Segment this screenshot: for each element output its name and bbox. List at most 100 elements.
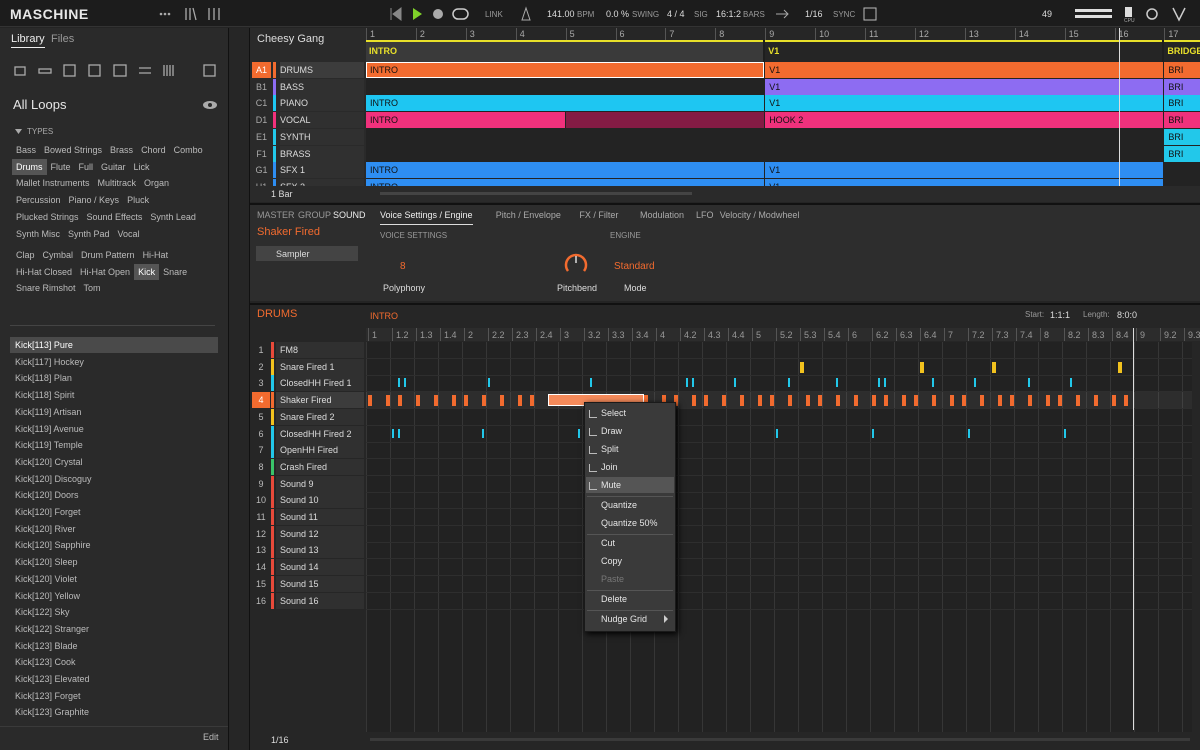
note[interactable] bbox=[482, 395, 486, 406]
note[interactable] bbox=[500, 395, 504, 406]
sound-name[interactable]: Snare Fired 2 bbox=[276, 409, 364, 425]
edit-button[interactable]: Edit bbox=[203, 732, 219, 742]
sound-name[interactable]: Sound 15 bbox=[276, 576, 364, 592]
type-tag[interactable]: Hi-Hat bbox=[139, 247, 173, 264]
note[interactable] bbox=[518, 395, 522, 406]
library-tab[interactable]: Files bbox=[51, 33, 74, 45]
note[interactable] bbox=[1046, 395, 1050, 406]
type-tag[interactable]: Bass bbox=[12, 142, 40, 159]
note[interactable] bbox=[914, 395, 918, 406]
pattern-scrollbar[interactable] bbox=[370, 738, 1190, 741]
type-tag[interactable]: Pluck bbox=[123, 192, 153, 209]
note[interactable] bbox=[1076, 395, 1080, 406]
menu-item[interactable]: Join bbox=[586, 459, 674, 475]
note[interactable] bbox=[404, 378, 406, 387]
type-tag[interactable]: Bowed Strings bbox=[40, 142, 106, 159]
sync-label[interactable]: SYNC bbox=[833, 10, 855, 19]
type-tag[interactable]: Flute bbox=[47, 159, 75, 176]
result-item[interactable]: Kick[119] Artisan bbox=[10, 404, 218, 420]
note[interactable] bbox=[788, 395, 792, 406]
type-tag[interactable]: Brass bbox=[106, 142, 137, 159]
type-tag[interactable]: Synth Misc bbox=[12, 226, 64, 243]
note[interactable] bbox=[1010, 395, 1014, 406]
clip[interactable]: V1 bbox=[765, 79, 1163, 95]
note[interactable] bbox=[902, 395, 906, 406]
sound-tab[interactable]: GROUP bbox=[298, 210, 331, 220]
type-tag[interactable]: Piano / Keys bbox=[65, 192, 124, 209]
result-item[interactable]: Kick[120] Doors bbox=[10, 487, 218, 503]
note[interactable] bbox=[920, 362, 924, 373]
group-id[interactable]: B1 bbox=[252, 79, 271, 95]
pattern-grid-setting[interactable]: 1/16 bbox=[271, 735, 289, 745]
group-name[interactable]: SFX 2 bbox=[280, 179, 364, 186]
group-id[interactable]: H1 bbox=[252, 179, 271, 186]
result-item[interactable]: Kick[122] Sky bbox=[10, 604, 218, 620]
group-name[interactable]: VOCAL bbox=[280, 112, 364, 128]
note[interactable] bbox=[398, 395, 402, 406]
sound-index[interactable]: 1 bbox=[252, 342, 270, 358]
sound-index[interactable]: 14 bbox=[252, 559, 270, 575]
note[interactable] bbox=[1070, 378, 1072, 387]
sound-index[interactable]: 9 bbox=[252, 476, 270, 492]
page-tab[interactable]: Modulation bbox=[640, 210, 684, 220]
sound-name[interactable]: ClosedHH Fired 2 bbox=[276, 426, 364, 442]
note[interactable] bbox=[854, 395, 858, 406]
group-name[interactable]: DRUMS bbox=[280, 62, 364, 78]
clip[interactable]: V1 bbox=[765, 62, 1163, 78]
group-name[interactable]: SFX 1 bbox=[280, 162, 364, 178]
note[interactable] bbox=[968, 429, 970, 438]
note[interactable] bbox=[482, 429, 484, 438]
menu-item[interactable]: Draw bbox=[586, 423, 674, 439]
clip[interactable]: V1 bbox=[765, 95, 1163, 111]
project-name[interactable]: Cheesy Gang bbox=[257, 33, 324, 45]
type-tag[interactable]: Tom bbox=[80, 280, 105, 297]
note[interactable] bbox=[398, 429, 400, 438]
search-field[interactable] bbox=[10, 309, 215, 326]
clip[interactable]: INTRO bbox=[366, 62, 764, 78]
type-tag[interactable]: Organ bbox=[140, 175, 173, 192]
note[interactable] bbox=[416, 395, 420, 406]
group-name[interactable]: SYNTH bbox=[280, 129, 364, 145]
note[interactable] bbox=[1118, 362, 1122, 373]
page-tab[interactable]: LFO bbox=[696, 210, 714, 220]
result-item[interactable]: Kick[123] Blade bbox=[10, 638, 218, 654]
type-tag[interactable]: Snare bbox=[159, 264, 191, 281]
note[interactable] bbox=[932, 395, 936, 406]
sound-index[interactable]: 12 bbox=[252, 526, 270, 542]
note[interactable] bbox=[434, 395, 438, 406]
type-tag[interactable]: Vocal bbox=[114, 226, 144, 243]
note[interactable] bbox=[992, 362, 996, 373]
menu-item[interactable]: Delete bbox=[586, 591, 674, 607]
section[interactable]: INTRO bbox=[366, 40, 763, 62]
note[interactable] bbox=[740, 395, 744, 406]
type-tag[interactable]: Synth Pad bbox=[64, 226, 114, 243]
note[interactable] bbox=[368, 395, 372, 406]
note[interactable] bbox=[1124, 395, 1128, 406]
result-item[interactable]: Kick[120] Discoguy bbox=[10, 471, 218, 487]
result-item[interactable]: Kick[118] Plan bbox=[10, 370, 218, 386]
arranger-zoom[interactable]: 1 Bar bbox=[271, 189, 293, 199]
result-item[interactable]: Kick[117] Hockey bbox=[10, 354, 218, 370]
grid[interactable]: 1/16 bbox=[805, 9, 823, 19]
result-item[interactable]: Kick[120] River bbox=[10, 521, 218, 537]
note[interactable] bbox=[788, 378, 790, 387]
note[interactable] bbox=[686, 378, 688, 387]
page-tab[interactable]: Pitch / Envelope bbox=[496, 210, 561, 220]
type-tag[interactable]: Clap bbox=[12, 247, 39, 264]
clip[interactable]: V1 bbox=[765, 162, 1163, 178]
sound-index[interactable]: 7 bbox=[252, 442, 270, 458]
clip[interactable]: V1 bbox=[765, 179, 1163, 186]
note[interactable] bbox=[1028, 378, 1030, 387]
note[interactable] bbox=[590, 378, 592, 387]
note[interactable] bbox=[578, 429, 580, 438]
note[interactable] bbox=[872, 395, 876, 406]
note[interactable] bbox=[398, 378, 400, 387]
result-item[interactable]: Kick[123] Cook bbox=[10, 654, 218, 670]
clip[interactable]: INTRO bbox=[366, 179, 764, 186]
section[interactable]: V1 bbox=[765, 40, 1162, 62]
group-id[interactable]: E1 bbox=[252, 129, 271, 145]
sound-index[interactable]: 11 bbox=[252, 509, 270, 525]
sound-index[interactable]: 4 bbox=[252, 392, 270, 408]
group-id[interactable]: D1 bbox=[252, 112, 271, 128]
clip[interactable]: INTRO bbox=[366, 162, 764, 178]
